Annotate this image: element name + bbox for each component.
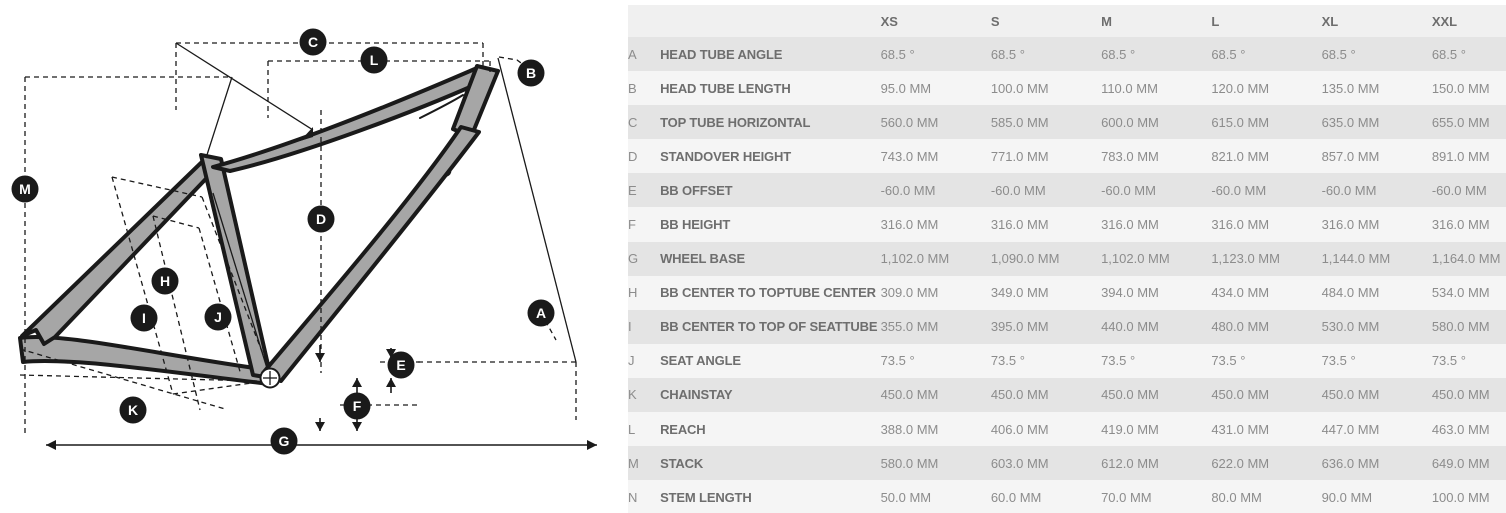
svg-text:H: H bbox=[160, 273, 170, 289]
svg-text:L: L bbox=[370, 52, 379, 68]
svg-text:G: G bbox=[279, 433, 290, 449]
svg-text:F: F bbox=[353, 398, 362, 414]
svg-text:D: D bbox=[316, 211, 326, 227]
svg-text:C: C bbox=[308, 34, 318, 50]
svg-text:I: I bbox=[142, 310, 146, 326]
svg-text:M: M bbox=[19, 181, 31, 197]
svg-text:A: A bbox=[536, 305, 546, 321]
svg-text:K: K bbox=[128, 402, 138, 418]
svg-text:E: E bbox=[396, 357, 405, 373]
svg-text:J: J bbox=[214, 309, 222, 325]
svg-text:B: B bbox=[526, 65, 536, 81]
